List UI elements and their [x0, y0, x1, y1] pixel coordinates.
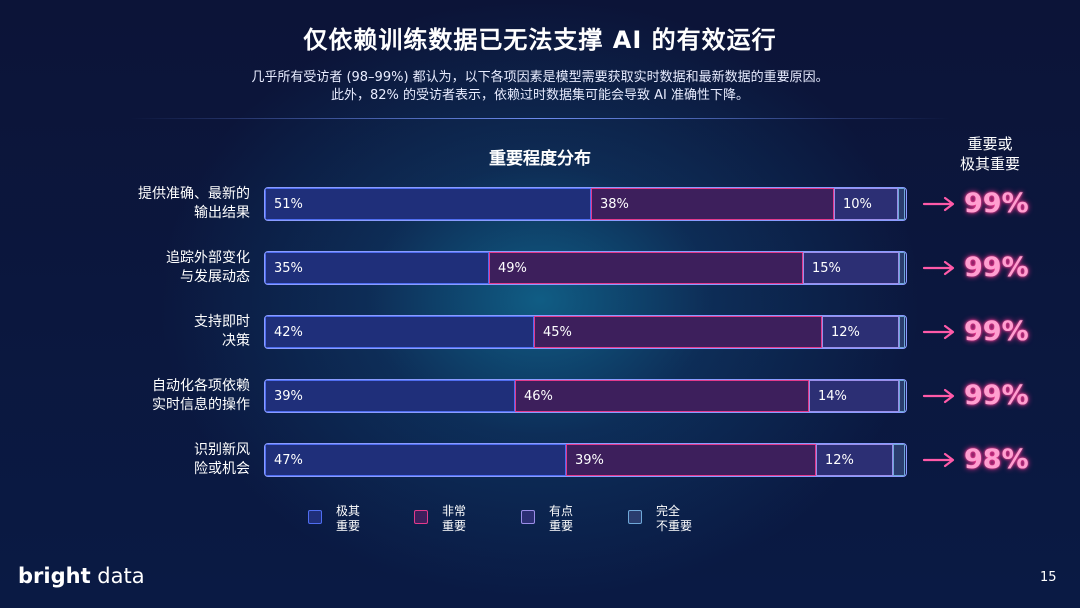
legend-swatch — [628, 510, 642, 524]
segment-value-label: 35% — [274, 261, 303, 276]
segment-extremely-important: 42% — [265, 316, 534, 348]
segment-very-important: 45% — [534, 316, 822, 348]
category-label: 支持即时决策 — [80, 313, 250, 351]
legend-swatch — [308, 510, 322, 524]
stacked-bar: 35% 49% 15% — [264, 251, 907, 285]
legend-label-line: 重要 — [336, 519, 361, 533]
legend-label: 完全 不重要 — [656, 504, 736, 534]
total-percentage: 99% — [964, 316, 1029, 347]
segment-value-label: 14% — [818, 389, 847, 404]
legend-label-line: 非常 — [442, 504, 467, 518]
segment-very-important: 49% — [489, 252, 803, 284]
segment-value-label: 38% — [600, 197, 629, 212]
segment-not-important — [899, 380, 905, 412]
segment-extremely-important: 35% — [265, 252, 489, 284]
legend-label-line: 重要 — [442, 519, 467, 533]
legend-label-line: 极其 — [336, 504, 361, 518]
legend-label-line: 完全 — [656, 504, 681, 518]
page-number: 15 — [1040, 570, 1057, 585]
stacked-bar: 51% 38% 10% — [264, 187, 907, 221]
category-label-line: 追踪外部变化 — [166, 250, 250, 266]
total-percentage: 99% — [964, 380, 1029, 411]
page-title: 仅依赖训练数据已无法支撑 AI 的有效运行 — [303, 26, 777, 54]
segment-value-label: 10% — [843, 197, 872, 212]
page-subtitle-line-2: 此外，82% 的受访者表示，依赖过时数据集可能会导致 AI 准确性下降。 — [330, 88, 750, 103]
stacked-bar: 39% 46% 14% — [264, 379, 907, 413]
category-label-line: 自动化各项依赖 — [152, 378, 250, 394]
stacked-bar: 42% 45% 12% — [264, 315, 907, 349]
chart-heading: 重要程度分布 — [489, 149, 591, 169]
segment-value-label: 46% — [524, 389, 553, 404]
segment-not-important — [898, 188, 905, 220]
arrow-right-icon — [922, 324, 955, 340]
legend-label-line: 重要 — [549, 519, 574, 533]
segment-not-important — [893, 444, 905, 476]
segment-extremely-important: 39% — [265, 380, 515, 412]
legend-swatch — [521, 510, 535, 524]
stacked-bar: 47% 39% 12% — [264, 443, 907, 477]
brand-logo-light: data — [90, 564, 145, 588]
legend-label: 非常 重要 — [442, 504, 522, 534]
segment-not-important — [899, 316, 905, 348]
segment-value-label: 12% — [831, 325, 860, 340]
segment-somewhat-important: 15% — [803, 252, 899, 284]
page-subtitle-line-1: 几乎所有受访者 (98–99%) 都认为，以下各项因素是模型需要获取实时数据和最… — [251, 70, 829, 85]
total-percentage: 99% — [964, 252, 1029, 283]
segment-value-label: 51% — [274, 197, 303, 212]
arrow-right-icon — [922, 388, 955, 404]
category-label-line: 险或机会 — [194, 461, 250, 477]
segment-very-important: 39% — [566, 444, 816, 476]
segment-somewhat-important: 10% — [834, 188, 898, 220]
legend-swatch — [414, 510, 428, 524]
category-label-line: 提供准确、最新的 — [138, 186, 250, 202]
segment-extremely-important: 51% — [265, 188, 591, 220]
category-label: 追踪外部变化与发展动态 — [80, 249, 250, 287]
category-label-line: 识别新风 — [194, 442, 250, 458]
segment-value-label: 39% — [575, 453, 604, 468]
segment-not-important — [899, 252, 905, 284]
category-label: 提供准确、最新的输出结果 — [80, 185, 250, 223]
arrow-right-icon — [922, 452, 955, 468]
segment-value-label: 47% — [274, 453, 303, 468]
segment-somewhat-important: 14% — [809, 380, 899, 412]
category-label: 识别新风 险或机会 — [80, 441, 250, 479]
legend-label-line: 不重要 — [656, 519, 693, 533]
legend-label-line: 有点 — [549, 504, 574, 518]
segment-value-label: 15% — [812, 261, 841, 276]
total-column-heading-line-1: 重要或 — [967, 135, 1013, 153]
category-label-line: 与发展动态 — [180, 269, 250, 285]
category-label-line: 决策 — [222, 333, 250, 349]
segment-value-label: 39% — [274, 389, 303, 404]
category-label-line: 实时信息的操作 — [152, 397, 250, 413]
legend-label: 有点 重要 — [549, 504, 629, 534]
title-divider — [130, 118, 950, 119]
brand-logo: bright data — [18, 564, 145, 588]
segment-very-important: 38% — [591, 188, 834, 220]
total-column-heading: 重要或 极其重要 — [940, 134, 1040, 174]
segment-value-label: 49% — [498, 261, 527, 276]
category-label-line: 输出结果 — [194, 205, 250, 221]
category-label: 自动化各项依赖 实时信息的操作 — [80, 377, 250, 415]
total-percentage: 98% — [964, 444, 1029, 475]
segment-somewhat-important: 12% — [816, 444, 893, 476]
segment-value-label: 12% — [825, 453, 854, 468]
brand-logo-bold: bright — [18, 564, 91, 588]
arrow-right-icon — [922, 196, 955, 212]
segment-value-label: 42% — [274, 325, 303, 340]
total-column-heading-line-2: 极其重要 — [959, 155, 1020, 173]
total-percentage: 99% — [964, 188, 1029, 219]
segment-somewhat-important: 12% — [822, 316, 899, 348]
arrow-right-icon — [922, 260, 955, 276]
category-label-line: 支持即时 — [194, 314, 250, 330]
segment-value-label: 45% — [543, 325, 572, 340]
segment-extremely-important: 47% — [265, 444, 566, 476]
segment-very-important: 46% — [515, 380, 809, 412]
legend-label: 极其 重要 — [336, 504, 416, 534]
